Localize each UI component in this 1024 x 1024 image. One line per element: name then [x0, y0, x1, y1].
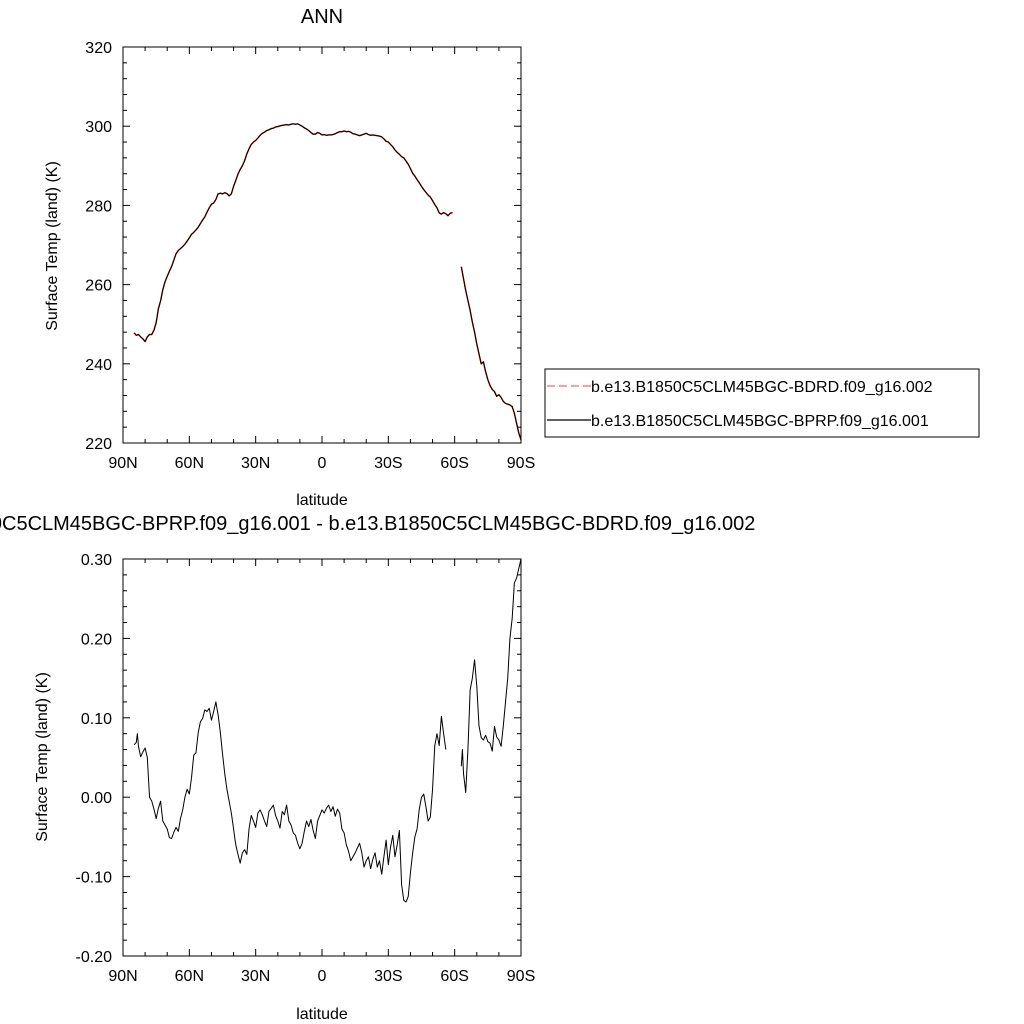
- series-line-1-segment-2: [460, 266, 522, 441]
- x-tick-label: 90N: [108, 968, 137, 985]
- y-tick-label: -0.20: [76, 949, 113, 966]
- panel-bottom-frame: [122, 558, 522, 957]
- x-tick-label: 90S: [507, 968, 535, 985]
- series-line-2-segment-1: [133, 123, 453, 343]
- x-tick-label: 30N: [241, 455, 270, 472]
- legend: b.e13.B1850C5CLM45BGC-BDRD.f09_g16.002 b…: [544, 368, 980, 438]
- x-tick-label: 30S: [374, 968, 402, 985]
- panel-top-series: [133, 123, 522, 441]
- y-tick-label: 0.00: [81, 790, 112, 807]
- x-tick-label: 60S: [440, 968, 468, 985]
- y-tick-label: 260: [85, 278, 112, 295]
- x-tick-label: 90S: [507, 455, 535, 472]
- panel-bottom-title: b.e13.B1850C5CLM45BGC-BPRP.f09_g16.001 -…: [0, 513, 755, 535]
- y-tick-label: 0.10: [81, 711, 112, 728]
- x-tick-label: 60N: [175, 968, 204, 985]
- legend-box: [544, 368, 980, 438]
- panel-bottom: b.e13.B1850C5CLM45BGC-BPRP.f09_g16.001 -…: [0, 513, 755, 1023]
- panel-top-frame: [122, 46, 522, 444]
- panel-top-x-axis-label: latitude: [296, 492, 348, 509]
- panel-top-title: ANN: [301, 6, 343, 28]
- panel-bottom-series: [133, 558, 522, 903]
- series-line-1-segment-1: [133, 701, 447, 903]
- y-tick-label: 280: [85, 198, 112, 215]
- y-tick-label: 320: [85, 40, 112, 57]
- panel-bottom-x-axis-label: latitude: [296, 1006, 348, 1023]
- series-line-1-segment-2: [460, 558, 522, 793]
- series-line-1-segment-1: [133, 123, 453, 343]
- legend-label-case2: b.e13.B1850C5CLM45BGC-BDRD.f09_g16.002: [591, 379, 933, 396]
- x-tick-label: 30N: [241, 968, 270, 985]
- y-tick-label: 220: [85, 436, 112, 453]
- x-tick-label: 60N: [175, 455, 204, 472]
- x-tick-label: 90N: [108, 455, 137, 472]
- y-tick-label: 300: [85, 119, 112, 136]
- x-tick-label: 0: [318, 455, 327, 472]
- x-tick-label: 0: [318, 968, 327, 985]
- y-tick-label: 0.20: [81, 631, 112, 648]
- panel-top-y-axis-label: Surface Temp (land) (K): [44, 161, 61, 331]
- x-tick-label: 30S: [374, 455, 402, 472]
- panel-top: ANN Surface Temp (land) (K) latitude 90N…: [44, 6, 535, 509]
- legend-label-case1: b.e13.B1850C5CLM45BGC-BPRP.f09_g16.001: [591, 413, 929, 430]
- series-line-2-segment-2: [460, 266, 522, 440]
- y-tick-label: 0.30: [81, 552, 112, 569]
- panel-bottom-y-axis-label: Surface Temp (land) (K): [34, 672, 51, 842]
- panel-bottom-ticks: 90N 60N 30N 0 30S 60S 90S -0.20 -0.10 0.00 0.10 0.2…: [76, 552, 536, 985]
- y-tick-label: -0.10: [76, 870, 113, 887]
- y-tick-label: 240: [85, 357, 112, 374]
- x-tick-label: 60S: [440, 455, 468, 472]
- panel-top-ticks: 90N 60N 30N 0 30S 60S 90S 220 240 260 280 300 320: [85, 40, 535, 472]
